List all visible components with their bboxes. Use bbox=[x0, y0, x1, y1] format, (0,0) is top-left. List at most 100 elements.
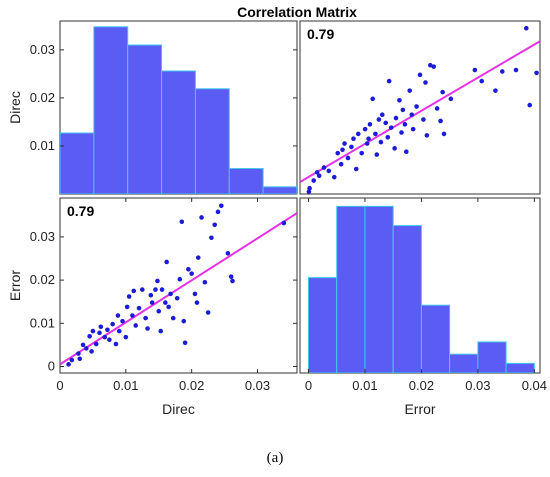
x-tick-label: 0.02 bbox=[409, 378, 434, 393]
scatter-point bbox=[351, 136, 356, 142]
scatter-point bbox=[166, 304, 171, 310]
scatter-point bbox=[448, 96, 454, 102]
scatter-point bbox=[164, 259, 169, 265]
x-tick-label: 0.03 bbox=[245, 378, 270, 393]
scatter-point bbox=[107, 337, 112, 343]
scatter-point bbox=[410, 126, 416, 132]
y-tick-label: 0 bbox=[48, 359, 55, 374]
correlation-coefficient-label: 0.79 bbox=[307, 26, 334, 42]
fit-line bbox=[60, 212, 297, 366]
figure-title: Correlation Matrix bbox=[237, 4, 357, 20]
scatter-point bbox=[123, 334, 129, 340]
scatter-point bbox=[409, 112, 415, 118]
scatter-point bbox=[340, 147, 345, 153]
scatter-point bbox=[105, 327, 110, 333]
scatter-point bbox=[66, 362, 71, 367]
x-tick-label: 0.01 bbox=[113, 378, 138, 393]
scatter-point bbox=[400, 107, 406, 113]
scatter-point bbox=[145, 326, 150, 331]
scatter-point bbox=[407, 88, 413, 93]
scatter-point bbox=[136, 305, 142, 311]
histogram-bar bbox=[392, 225, 422, 373]
scatter-point bbox=[417, 72, 423, 78]
scatter-point bbox=[386, 78, 392, 84]
x-tick-label: 0.04 bbox=[522, 378, 547, 393]
scatter-point bbox=[353, 166, 359, 172]
x-tick-label: 0.01 bbox=[352, 378, 377, 393]
scatter-point bbox=[355, 131, 361, 137]
scatter-point bbox=[179, 219, 185, 225]
scatter-point bbox=[170, 315, 176, 321]
scatter-point bbox=[311, 178, 317, 183]
scatter-point bbox=[527, 102, 533, 108]
scatter-point bbox=[177, 276, 183, 282]
scatter-point bbox=[90, 328, 96, 334]
y-tick-label: 0.03 bbox=[30, 229, 55, 244]
scatter-point bbox=[124, 304, 130, 310]
scatter-point bbox=[189, 271, 194, 276]
scatter-point bbox=[316, 173, 322, 179]
scatter-point bbox=[367, 122, 373, 127]
panel-plot-area bbox=[307, 205, 535, 373]
scatter-point bbox=[218, 203, 224, 209]
y-tick-label: 0.03 bbox=[30, 42, 55, 57]
scatter-point bbox=[89, 349, 94, 354]
scatter-point bbox=[399, 130, 404, 135]
scatter-point bbox=[403, 149, 409, 155]
y-tick-label: 0.02 bbox=[30, 272, 55, 287]
histogram-bar bbox=[420, 304, 451, 373]
scatter-point bbox=[359, 150, 365, 156]
scatter-point bbox=[431, 64, 437, 69]
histogram-error-panel: 0 0.01 0.02 0.03 0.04 Error bbox=[299, 197, 547, 417]
scatter-point bbox=[209, 235, 214, 241]
fit-line bbox=[300, 40, 540, 183]
scatter-point bbox=[414, 104, 419, 109]
histogram-bar bbox=[477, 341, 507, 373]
panel-plot-area bbox=[60, 203, 297, 367]
histogram-bar bbox=[505, 362, 535, 373]
panel-plot-area bbox=[300, 25, 540, 194]
panel-frame bbox=[59, 197, 298, 374]
scatter-point bbox=[174, 295, 180, 301]
scatter-point bbox=[116, 328, 122, 334]
scatter-point bbox=[148, 292, 154, 298]
scatter-point bbox=[80, 342, 86, 348]
scatter-point bbox=[202, 279, 208, 285]
scatter-point bbox=[370, 96, 375, 102]
scatter-point bbox=[192, 291, 198, 297]
scatter-point bbox=[139, 287, 145, 292]
scatter-point bbox=[307, 185, 312, 191]
scatter-point bbox=[385, 134, 391, 140]
x-axis-label: Direc bbox=[162, 401, 195, 417]
histogram-bar bbox=[60, 132, 95, 194]
scatter-point bbox=[364, 141, 370, 146]
histogram-bar bbox=[127, 44, 163, 194]
scatter-point bbox=[156, 308, 162, 314]
scatter-point bbox=[379, 112, 385, 118]
scatter-point bbox=[376, 117, 382, 122]
scatter-point bbox=[102, 334, 108, 340]
scatter-point bbox=[281, 220, 287, 226]
scatter-point bbox=[479, 78, 485, 84]
y-tick-label: 0.02 bbox=[30, 90, 55, 105]
scatter-point bbox=[421, 117, 426, 122]
y-axis-label: Error bbox=[7, 270, 23, 301]
scatter-point bbox=[338, 161, 344, 167]
scatter-point bbox=[342, 141, 347, 146]
histogram-bar bbox=[262, 186, 297, 194]
scatter-point bbox=[115, 313, 121, 318]
scatter-point bbox=[438, 118, 443, 124]
scatter-point bbox=[228, 274, 234, 279]
scatter-point bbox=[345, 155, 351, 161]
scatter-point bbox=[113, 341, 119, 347]
scatter-point bbox=[110, 321, 115, 327]
histogram-bar bbox=[93, 26, 129, 194]
scatter-point bbox=[69, 357, 75, 363]
scatter-point bbox=[76, 351, 81, 356]
scatter-point bbox=[98, 324, 104, 330]
scatter-point bbox=[120, 318, 125, 324]
scatter-point bbox=[230, 278, 235, 284]
histogram-bar bbox=[161, 70, 196, 194]
x-tick-label: 0 bbox=[56, 378, 63, 393]
scatter-point bbox=[186, 266, 191, 272]
